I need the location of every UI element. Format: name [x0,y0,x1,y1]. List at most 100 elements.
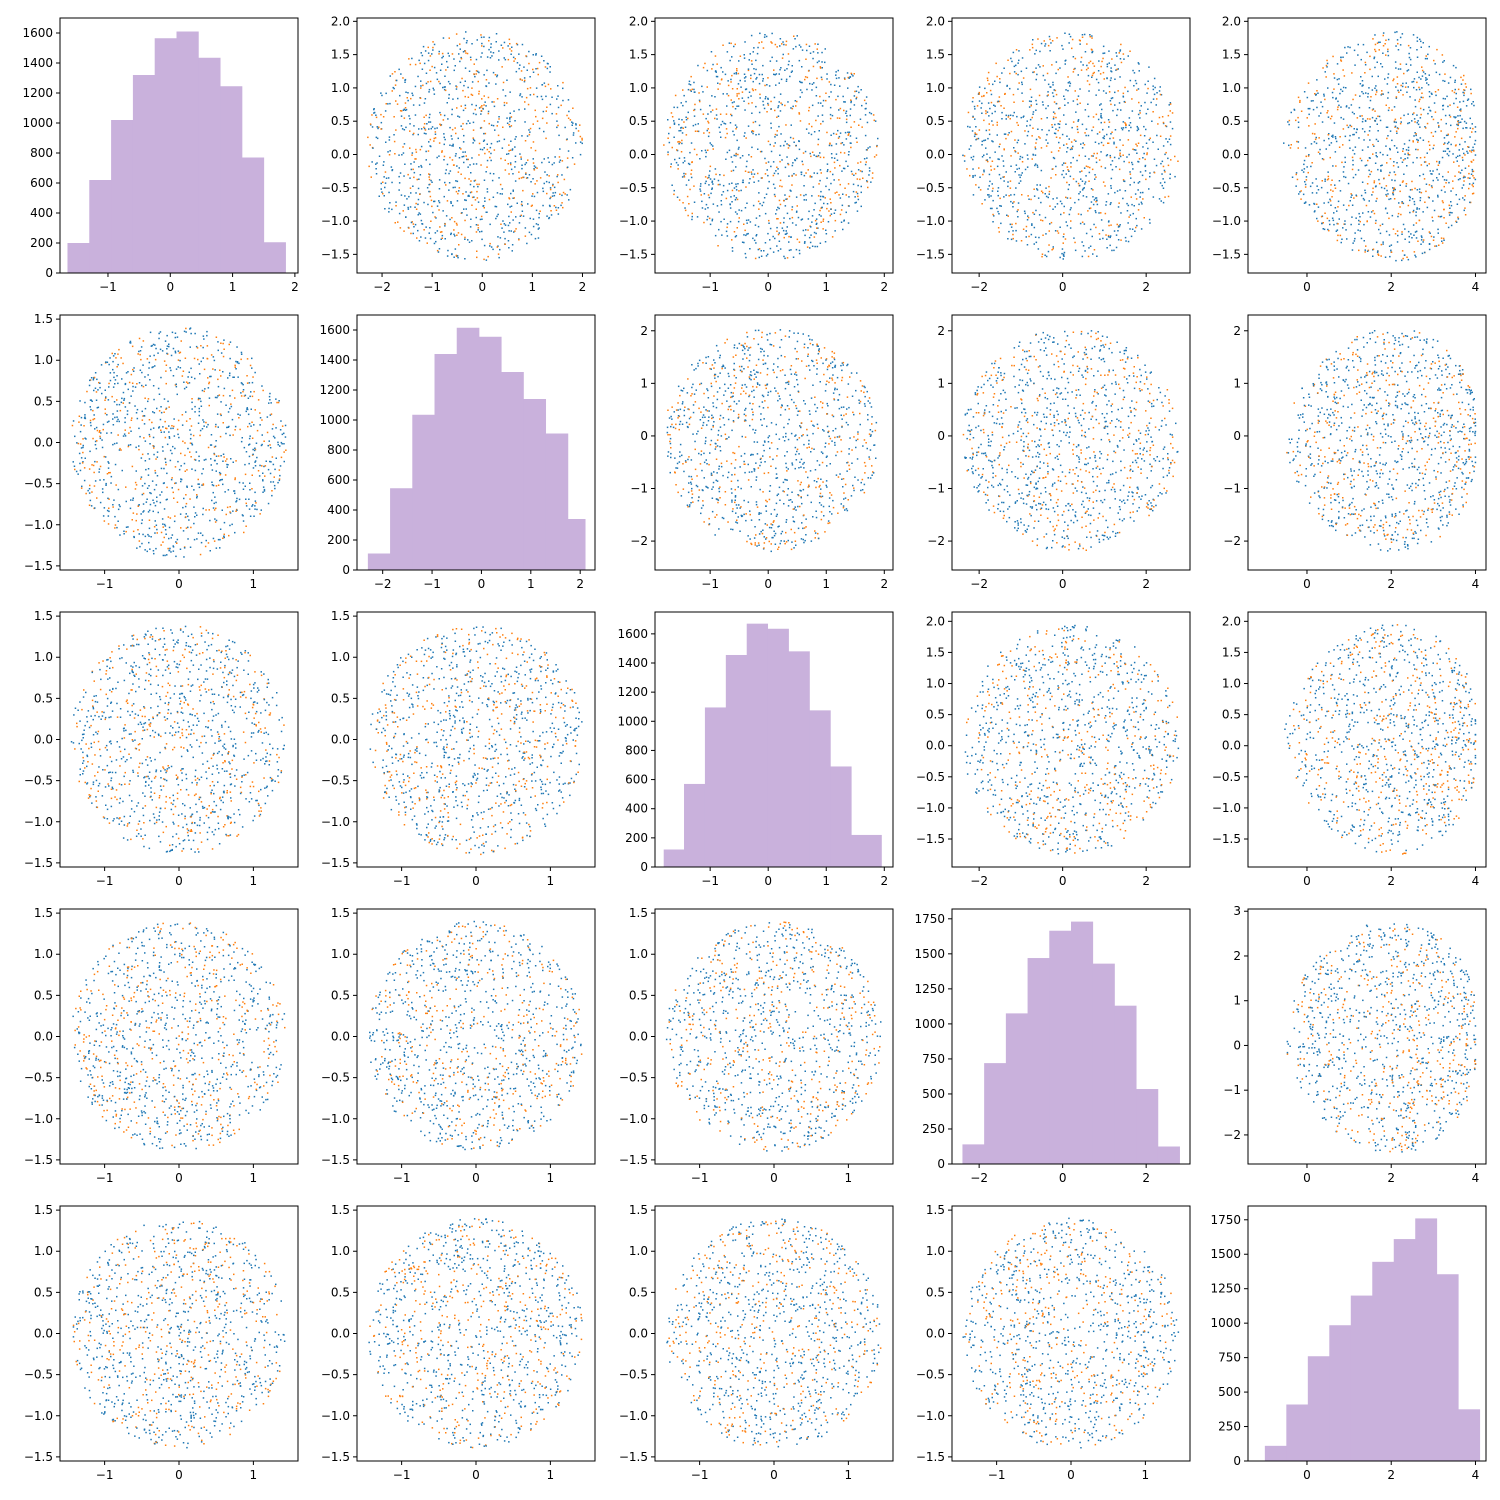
point-series-b [241,395,243,397]
point-series-b [1473,186,1475,188]
point-series-a [526,243,528,245]
point-series-b [990,90,992,92]
point-series-a [755,134,757,136]
point-series-a [706,204,708,206]
point-series-b [751,156,753,158]
point-series-a [1088,90,1090,92]
point-series-a [1149,176,1151,178]
point-series-b [1403,159,1405,161]
point-series-b [1321,216,1323,218]
point-series-a [466,159,468,161]
point-series-b [1092,189,1094,191]
point-series-a [763,250,765,252]
point-series-b [687,196,689,198]
point-series-a [858,169,860,171]
point-series-a [725,74,727,76]
point-series-b [165,370,167,372]
point-series-a [1324,179,1326,181]
point-series-a [411,169,413,171]
point-series-a [1144,102,1146,104]
point-series-b [1428,141,1430,143]
point-series-a [551,113,553,115]
point-series-a [802,161,804,163]
point-series-b [1051,249,1053,251]
point-series-a [421,166,423,168]
point-series-a [1027,120,1029,122]
point-series-b [403,230,405,232]
point-series-a [738,105,740,107]
point-series-a [716,114,718,116]
point-series-a [846,122,848,124]
point-series-a [1463,184,1465,186]
point-series-a [1421,87,1423,89]
point-series-a [787,101,789,103]
point-series-b [1135,227,1137,229]
point-series-b [1164,171,1166,173]
point-series-a [1139,70,1141,72]
point-series-a [1470,127,1472,128]
point-series-a [1083,195,1085,197]
point-series-a [866,180,868,182]
point-series-a [1423,42,1425,44]
point-series-a [1391,140,1393,142]
point-series-b [1394,198,1396,200]
point-series-a [781,79,783,81]
point-series-b [271,413,273,415]
point-series-a [800,46,802,48]
point-series-b [1028,217,1030,219]
point-series-a [408,115,410,117]
point-series-a [437,205,439,207]
point-series-b [115,524,117,526]
point-series-a [1052,127,1054,129]
point-series-a [1106,239,1108,241]
point-series-b [814,236,816,238]
point-series-a [404,129,406,131]
point-series-a [773,251,775,253]
point-series-b [1364,251,1366,253]
point-series-a [1007,186,1009,188]
point-series-b [484,95,486,97]
point-series-a [732,102,734,104]
point-series-a [1053,157,1055,159]
point-series-b [773,69,775,71]
point-series-a [481,52,483,54]
point-series-b [857,162,859,164]
point-series-a [819,152,821,154]
point-series-a [1341,242,1343,244]
point-series-a [1012,206,1014,208]
point-series-b [835,99,837,101]
point-series-a [184,463,186,465]
point-series-b [1463,89,1465,91]
point-series-a [1411,237,1413,239]
point-series-b [1317,220,1319,222]
point-series-a [1475,131,1477,133]
point-series-b [810,156,812,158]
point-series-b [478,227,480,229]
point-series-a [774,187,776,189]
point-series-a [856,138,858,140]
point-series-b [1049,230,1051,232]
point-series-b [1027,195,1029,197]
point-series-a [515,180,517,182]
point-series-a [1129,117,1131,119]
point-series-b [1021,240,1023,242]
point-series-a [780,248,782,250]
point-series-a [1320,112,1322,114]
point-series-b [1087,80,1089,82]
point-series-a [1045,193,1047,195]
point-series-a [702,91,704,93]
point-series-a [1086,128,1088,130]
point-series-a [1461,83,1463,85]
point-series-a [842,96,844,98]
point-series-b [1075,58,1077,60]
point-series-b [1307,117,1309,119]
y-tick-label: 1.5 [926,48,945,62]
point-series-a [450,203,452,205]
point-series-a [167,444,169,446]
point-series-b [1092,169,1094,171]
point-series-a [1403,115,1405,117]
point-series-a [726,93,728,95]
point-series-b [456,235,458,237]
point-series-b [1385,54,1387,56]
point-series-a [1416,208,1418,210]
